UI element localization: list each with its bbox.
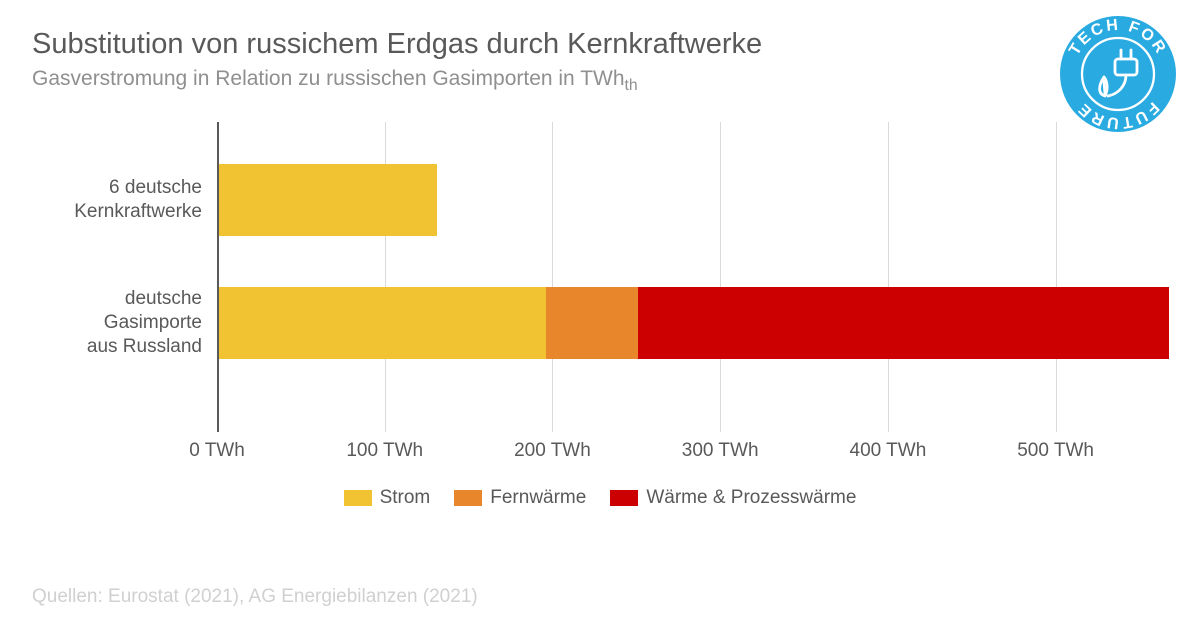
category-label: 6 deutscheKernkraftwerke (32, 164, 202, 236)
chart-title: Substitution von russichem Erdgas durch … (32, 28, 1172, 61)
source-footer: Quellen: Eurostat (2021), AG Energiebila… (32, 586, 478, 608)
bar-segment-strom (219, 287, 546, 359)
bar-segment-strom (219, 164, 437, 236)
legend-label: Wärme & Prozesswärme (646, 487, 856, 509)
legend-item-strom: Strom (344, 487, 431, 509)
subtitle-subscript: th (625, 77, 638, 94)
legend-swatch (454, 490, 482, 506)
legend: Strom Fernwärme Wärme & Prozesswärme (0, 487, 1200, 511)
x-tick-label: 200 TWh (514, 440, 591, 462)
chart-area: 0 TWh 100 TWh 200 TWh 300 TWh 400 TWh 500 TWh… (32, 122, 1168, 482)
x-tick-label: 0 TWh (189, 440, 245, 462)
category-label: deutsche Gasimporteaus Russland (32, 287, 202, 359)
x-axis-labels: 0 TWh100 TWh200 TWh300 TWh400 TWh500 TWh (217, 440, 1168, 470)
bar-segment-fernwaerme (546, 287, 638, 359)
legend-item-waerme: Wärme & Prozesswärme (610, 487, 856, 509)
bar-row (219, 287, 1170, 359)
tech-for-future-logo: TECH FOR FUTURE (1058, 14, 1178, 134)
chart-container: Substitution von russichem Erdgas durch … (0, 0, 1200, 630)
legend-swatch (610, 490, 638, 506)
x-tick-label: 500 TWh (1017, 440, 1094, 462)
chart-subtitle: Gasverstromung in Relation zu russischen… (32, 67, 1172, 95)
legend-item-fernwaerme: Fernwärme (454, 487, 586, 509)
x-tick-label: 100 TWh (346, 440, 423, 462)
legend-swatch (344, 490, 372, 506)
x-tick-label: 300 TWh (682, 440, 759, 462)
legend-label: Fernwärme (490, 487, 586, 509)
bar-segment-waerme (638, 287, 1170, 359)
bar-row (219, 164, 437, 236)
subtitle-text: Gasverstromung in Relation zu russischen… (32, 67, 625, 90)
bars-layer (217, 122, 1168, 432)
legend-label: Strom (380, 487, 431, 509)
x-tick-label: 400 TWh (850, 440, 927, 462)
